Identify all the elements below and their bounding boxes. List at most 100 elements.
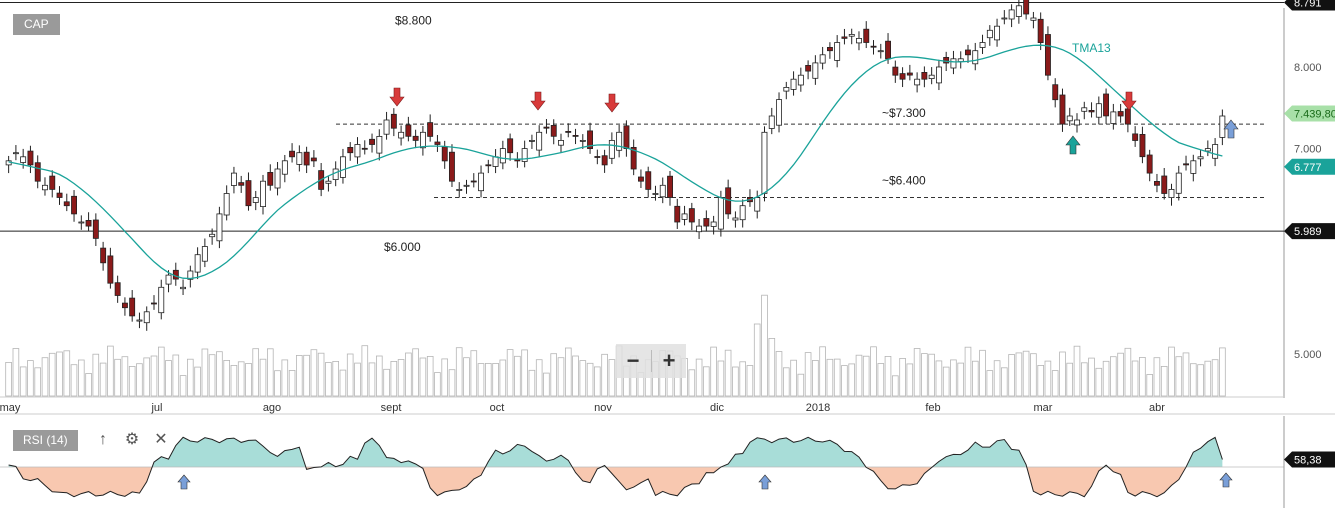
- volume-bar: [455, 347, 463, 397]
- candle: [1095, 103, 1102, 118]
- candle: [478, 172, 484, 192]
- close-icon[interactable]: ✕: [154, 431, 168, 448]
- candle: [579, 139, 586, 142]
- volume-bar: [1182, 352, 1190, 397]
- volume-bar: [986, 370, 994, 397]
- candle: [688, 208, 695, 223]
- volume-bar: [252, 348, 260, 397]
- candle: [129, 297, 136, 317]
- candle: [681, 213, 688, 220]
- candle: [834, 42, 841, 61]
- volume-bar: [1117, 352, 1124, 397]
- candle: [448, 151, 455, 182]
- rsi-up-arrow-icon: [177, 474, 191, 490]
- candle: [49, 175, 56, 190]
- volume-bar: [819, 346, 826, 397]
- candle: [260, 180, 266, 207]
- level-label: ~$6.400: [882, 174, 926, 188]
- volume-bar: [281, 359, 289, 397]
- volume-bar: [237, 361, 245, 397]
- x-tick-label: oct: [490, 402, 505, 414]
- volume-bar: [441, 358, 448, 397]
- candle: [361, 147, 368, 150]
- volume-bar: [288, 369, 296, 397]
- price-tag: [1284, 0, 1335, 11]
- candle: [1161, 175, 1168, 194]
- candle: [1168, 188, 1175, 198]
- volume-bar: [790, 359, 797, 397]
- volume-tick-label: 5.000: [1294, 349, 1322, 361]
- volume-bar: [1153, 357, 1161, 397]
- volume-bar: [884, 355, 892, 397]
- volume-bar: [550, 353, 557, 397]
- rsi-line: [8, 436, 1223, 498]
- rsi-value-tag: [1284, 451, 1335, 468]
- volume-bar: [463, 357, 470, 397]
- candle: [216, 213, 223, 242]
- candle: [529, 139, 535, 142]
- volume-bar: [492, 362, 499, 397]
- x-tick-label: 2018: [806, 402, 830, 414]
- candle: [558, 139, 564, 146]
- ticker-button[interactable]: CAP: [13, 14, 60, 35]
- volume-bar: [688, 369, 696, 397]
- gear-icon[interactable]: ⚙: [124, 431, 140, 448]
- volume-bar: [274, 370, 281, 397]
- zoom-out-button[interactable]: −: [626, 348, 640, 373]
- volume-bar: [150, 355, 158, 397]
- candle: [1045, 34, 1051, 76]
- candle: [594, 156, 601, 158]
- candle: [499, 148, 506, 164]
- candle: [630, 146, 637, 170]
- candle: [928, 74, 935, 79]
- candle: [892, 66, 899, 76]
- volume-bar: [1168, 346, 1175, 397]
- candle: [230, 172, 237, 186]
- volume-bar: [434, 372, 441, 397]
- volume-bar: [1066, 362, 1074, 397]
- volume-bar: [1051, 370, 1059, 397]
- candle: [1146, 154, 1153, 174]
- candle: [848, 34, 855, 37]
- candle: [1037, 18, 1044, 43]
- candle: [100, 247, 107, 264]
- candle: [441, 146, 448, 162]
- candle: [797, 74, 804, 86]
- candle: [1124, 108, 1131, 125]
- up-arrow-icon: [1065, 135, 1081, 155]
- candle: [819, 54, 826, 64]
- volume-bar: [179, 375, 187, 397]
- zoom-in-button[interactable]: +: [662, 348, 676, 373]
- candle: [1183, 163, 1189, 166]
- volume-bar: [368, 362, 376, 397]
- price-tag-label: 7.439,80: [1294, 109, 1335, 121]
- candle: [638, 176, 644, 182]
- volume-bar: [426, 355, 434, 397]
- candle: [1001, 17, 1008, 20]
- volume-bar: [448, 369, 456, 397]
- volume-bar: [128, 365, 136, 397]
- candle: [390, 113, 397, 129]
- candle: [289, 150, 295, 158]
- candle: [150, 302, 157, 305]
- volume-bar: [942, 366, 950, 397]
- volume-bar: [63, 350, 71, 397]
- candle: [252, 197, 259, 203]
- volume-bar: [186, 358, 194, 397]
- candle: [143, 311, 150, 324]
- arrow-up-icon[interactable]: ↑: [99, 431, 107, 448]
- volume-bar: [499, 359, 507, 397]
- candle: [194, 254, 201, 273]
- volume-bar: [317, 352, 325, 397]
- volume-bar: [521, 349, 528, 397]
- candle: [339, 156, 346, 178]
- candle: [165, 274, 172, 285]
- candle: [536, 131, 543, 151]
- x-tick-label: feb: [925, 402, 940, 414]
- candle: [303, 151, 310, 166]
- candle: [1030, 17, 1037, 21]
- candle: [274, 168, 281, 189]
- candle: [1008, 9, 1015, 20]
- candle: [507, 138, 514, 154]
- rsi-indicator-button[interactable]: RSI (14): [13, 430, 78, 451]
